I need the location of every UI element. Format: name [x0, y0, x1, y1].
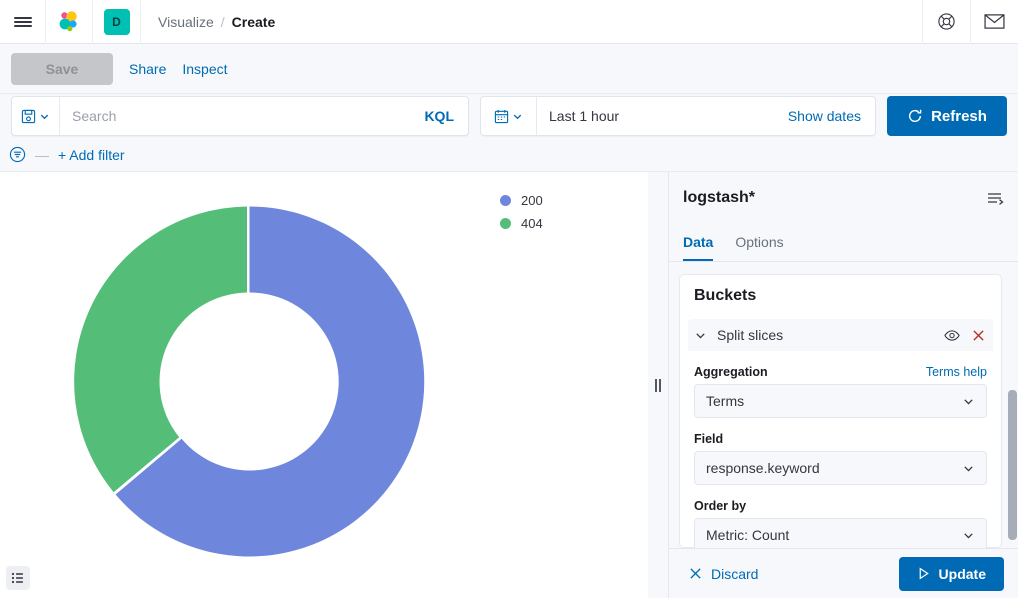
editor-tabs: Data Options [669, 224, 1018, 262]
hamburger-menu-icon[interactable] [0, 0, 46, 44]
play-triangle-icon [919, 567, 929, 580]
terms-help-link[interactable]: Terms help [925, 365, 987, 379]
global-header: D Visualize / Create [0, 0, 1018, 44]
avatar[interactable]: D [93, 0, 141, 44]
action-toolbar: Save Share Inspect [0, 44, 1018, 94]
eye-icon[interactable] [944, 329, 960, 342]
field-block-order-by: Order by Metric: Count [694, 499, 987, 548]
index-pattern-title: logstash* [683, 189, 756, 206]
envelope-icon[interactable] [970, 0, 1018, 44]
elastic-logo-icon[interactable] [46, 0, 93, 44]
bucket-name: Split slices [717, 327, 784, 343]
share-button[interactable]: Share [129, 60, 167, 77]
show-dates-button[interactable]: Show dates [787, 108, 861, 124]
order-by-value: Metric: Count [706, 527, 790, 543]
tab-data[interactable]: Data [683, 224, 714, 261]
header-actions [922, 0, 1018, 44]
field-label: Field [694, 432, 724, 446]
order-by-label: Order by [694, 499, 747, 513]
date-picker-group: Last 1 hour Show dates [480, 96, 876, 136]
legend-item[interactable]: 200 [500, 193, 543, 208]
editor-scrollbar[interactable] [1008, 390, 1017, 540]
refresh-label: Refresh [931, 107, 987, 125]
aggregation-value: Terms [706, 393, 745, 409]
saved-query-button[interactable] [12, 97, 60, 135]
legend-label: 404 [521, 216, 543, 231]
search-group: KQL [11, 96, 469, 136]
update-label: Update [938, 565, 986, 582]
chevron-down-icon[interactable] [694, 329, 707, 342]
pie-slice-404[interactable] [74, 206, 247, 493]
add-filter-button[interactable]: + Add filter [58, 146, 125, 163]
avatar-initial: D [103, 8, 130, 35]
refresh-icon [909, 109, 922, 122]
calendar-icon[interactable] [481, 97, 537, 135]
chart-legend: 200 404 [500, 193, 543, 231]
search-input[interactable] [60, 97, 425, 135]
filter-dash: — [35, 146, 49, 163]
field-select[interactable]: response.keyword [694, 451, 987, 485]
field-block-field: Field response.keyword [694, 432, 987, 485]
tab-options[interactable]: Options [735, 233, 784, 250]
update-button[interactable]: Update [898, 556, 1004, 591]
aggregation-label: Aggregation [694, 365, 768, 379]
editor-body: Buckets Split slices [669, 262, 1018, 548]
discard-label: Discard [711, 565, 759, 582]
buckets-card: Buckets Split slices [679, 274, 1002, 548]
breadcrumb: Visualize / Create [141, 14, 922, 30]
legend-item[interactable]: 404 [500, 216, 543, 231]
query-bar: KQL Last 1 hour Show dates Refresh [0, 94, 1018, 138]
query-language-label[interactable]: KQL [424, 108, 454, 124]
field-block-aggregation: Aggregation Terms help Terms [694, 365, 987, 418]
inspect-button[interactable]: Inspect [182, 60, 228, 77]
legend-list-icon[interactable] [6, 566, 30, 590]
buckets-title: Buckets [694, 287, 757, 304]
visualization-canvas: 200 404 [0, 172, 648, 598]
chevron-down-icon [964, 398, 973, 404]
pie-slice-200[interactable] [115, 206, 425, 557]
close-x-icon [690, 568, 701, 579]
editor-header: logstash* [669, 172, 1018, 224]
collapse-panel-icon[interactable] [987, 191, 1005, 205]
filter-bar: — + Add filter [0, 138, 1018, 172]
discard-button[interactable]: Discard [689, 566, 758, 582]
breadcrumb-separator: / [220, 13, 225, 30]
breadcrumb-create: Create [231, 13, 276, 30]
legend-label: 200 [521, 193, 543, 208]
bucket-row-actions [944, 329, 985, 342]
aggregation-select[interactable]: Terms [694, 384, 987, 418]
field-value: response.keyword [706, 460, 820, 476]
close-x-icon[interactable] [972, 329, 985, 342]
bucket-row-split-slices[interactable]: Split slices [688, 319, 993, 351]
refresh-button[interactable]: Refresh [887, 96, 1007, 136]
chevron-down-icon [964, 532, 973, 538]
order-by-select[interactable]: Metric: Count [694, 518, 987, 548]
editor-footer: Discard Update [669, 548, 1018, 598]
lifebuoy-help-icon[interactable] [922, 0, 970, 44]
legend-color-dot [500, 218, 511, 229]
date-range-value[interactable]: Last 1 hour [549, 108, 620, 124]
agg-editor-panel: logstash* Data Options Buckets [668, 172, 1018, 598]
filter-icon[interactable] [9, 146, 26, 163]
chevron-down-icon [964, 465, 973, 471]
panel-resize-handle[interactable] [648, 172, 668, 598]
breadcrumb-visualize[interactable]: Visualize [158, 13, 214, 30]
donut-chart[interactable] [73, 205, 426, 558]
save-button[interactable]: Save [11, 52, 113, 85]
legend-color-dot [500, 195, 511, 206]
